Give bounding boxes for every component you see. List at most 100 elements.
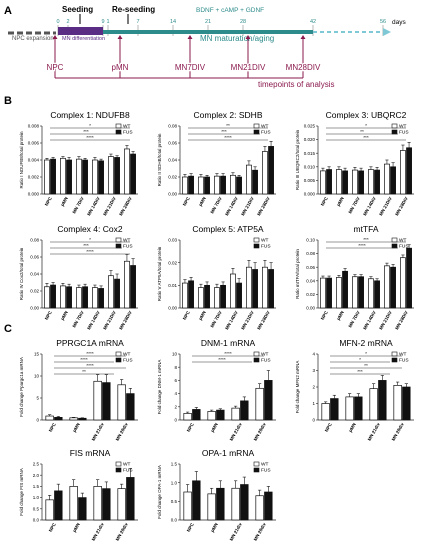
- y-axis-label: Fold change MFN2 mRNA: [295, 361, 300, 414]
- x-tick-label: MN 21DIV: [240, 310, 255, 330]
- bar-fus: [192, 480, 201, 521]
- legend-fus-label: FUS: [261, 358, 271, 364]
- y-tick-label: 8: [174, 365, 177, 370]
- x-tick-label: MN 7DIV: [209, 196, 222, 214]
- bar-wt: [124, 148, 130, 195]
- bar-wt: [198, 176, 204, 195]
- timepoint-label: MN21DIV: [231, 63, 266, 72]
- timepoints: NPC pMN MN7DIV MN21DIV MN28DIV: [45, 35, 322, 79]
- panel-a-timeline: A days Seeding Re-seeding BDNF + cAMP + …: [4, 5, 406, 89]
- y-axis-label: Ratio III UBQRC2/total protein: [295, 129, 300, 190]
- x-tick-label: MN 7DIV: [347, 196, 360, 214]
- y-tick-label: 0.004: [28, 158, 40, 163]
- significance-label: **: [364, 363, 368, 369]
- chart-1: Complex 1: NDUFB8 Ratio I NDUFB8/total pr…: [19, 110, 138, 216]
- y-tick-label: 0.08: [306, 251, 315, 256]
- legend-wt-swatch: [391, 237, 398, 243]
- bar-wt: [45, 499, 54, 521]
- y-tick-label: 0.0: [33, 518, 40, 523]
- bar-wt: [182, 282, 188, 309]
- x-tick-label: pMN: [198, 310, 207, 321]
- x-tick-label: MN 28div: [391, 422, 405, 442]
- timeline-arrow: [383, 28, 391, 36]
- bar-fus: [78, 417, 87, 421]
- bar-fus: [204, 284, 210, 309]
- bar-fus: [126, 393, 135, 421]
- mn-differentiation-label: MN differentiation: [62, 36, 105, 42]
- bar-fus: [78, 497, 87, 521]
- y-tick-label: 0.10: [306, 238, 315, 243]
- bar-wt: [92, 287, 98, 309]
- bar-wt: [60, 285, 66, 309]
- legend-wt-label: WT: [261, 462, 269, 468]
- bar-wt: [60, 157, 66, 195]
- bar-wt: [117, 384, 126, 421]
- x-tick-label: pMN: [198, 196, 207, 207]
- timepoint-arrow: [52, 35, 58, 39]
- bar-fus: [358, 276, 364, 309]
- significance-label: ****: [86, 363, 94, 369]
- y-tick-label: 0.02: [168, 175, 177, 180]
- bar-fus: [54, 490, 63, 521]
- bar-fus: [204, 176, 210, 195]
- x-tick-label: pMN: [60, 196, 69, 207]
- chart-title: Complex 1: NDUFB8: [50, 110, 130, 120]
- mn-maturation-bar: [103, 30, 313, 34]
- day-tick-label: 56: [380, 19, 386, 25]
- chart-title: Complex 5: ATP5A: [192, 224, 264, 234]
- bar-wt: [255, 495, 264, 521]
- y-axis-label: Ratio I NDUFB8/total protein: [19, 131, 24, 189]
- bar-wt: [393, 385, 402, 421]
- y-tick-label: 0: [36, 418, 39, 423]
- bar-fus: [390, 266, 396, 309]
- bar-fus: [236, 282, 242, 309]
- bar-wt: [45, 415, 54, 421]
- bar-fus: [54, 417, 63, 421]
- bar-wt: [44, 286, 50, 309]
- x-tick-label: MN 28div: [115, 522, 129, 542]
- bar-fus: [406, 147, 412, 195]
- timepoint-arrow: [187, 35, 193, 39]
- y-tick-label: 1: [312, 401, 315, 406]
- bar-wt: [230, 273, 236, 309]
- bar-wt: [352, 169, 358, 195]
- significance-label: *: [89, 237, 91, 243]
- y-tick-label: 0.03: [168, 238, 177, 243]
- x-tick-label: MN 28DIV: [118, 310, 133, 330]
- chart-title: Complex 3: UBQRC2: [326, 110, 407, 120]
- y-tick-label: 0.02: [306, 292, 315, 297]
- x-tick-label: MN 21DIV: [378, 196, 393, 216]
- bar-wt: [76, 158, 82, 195]
- legend-fus-label: FUS: [399, 244, 409, 250]
- x-tick-label: MN 21DIV: [102, 310, 117, 330]
- legend-wt-swatch: [253, 237, 260, 243]
- bar-fus: [326, 169, 332, 195]
- x-tick-label: MN 7DIV: [347, 310, 360, 328]
- legend-wt-label: WT: [123, 238, 131, 244]
- y-tick-label: 0.00: [168, 306, 177, 311]
- bar-fus: [188, 280, 194, 309]
- legend-wt-swatch: [253, 123, 260, 129]
- legend-fus-label: FUS: [123, 468, 133, 474]
- significance-label: ****: [86, 249, 94, 255]
- bar-fus: [130, 265, 136, 309]
- bar-fus: [252, 269, 258, 309]
- bar-fus: [102, 382, 111, 421]
- y-tick-label: 0.00: [168, 192, 177, 197]
- bar-wt: [231, 487, 240, 521]
- x-tick-label: MN 28DIV: [394, 310, 409, 330]
- x-tick-label: MN 21div: [91, 522, 105, 542]
- y-tick-label: 3: [312, 368, 315, 373]
- bar-fus: [342, 270, 348, 309]
- y-tick-label: 0.02: [168, 260, 177, 265]
- x-tick-label: NPC: [324, 421, 333, 432]
- bar-wt: [320, 277, 326, 309]
- legend-fus-swatch: [391, 357, 398, 363]
- legend-fus-label: FUS: [261, 468, 271, 474]
- bar-wt: [198, 287, 204, 309]
- x-tick-label: MN 21div: [229, 422, 243, 442]
- bar-fus: [374, 169, 380, 195]
- bar-fus: [220, 175, 226, 195]
- bar-wt: [44, 159, 50, 195]
- y-tick-label: 10: [172, 352, 178, 357]
